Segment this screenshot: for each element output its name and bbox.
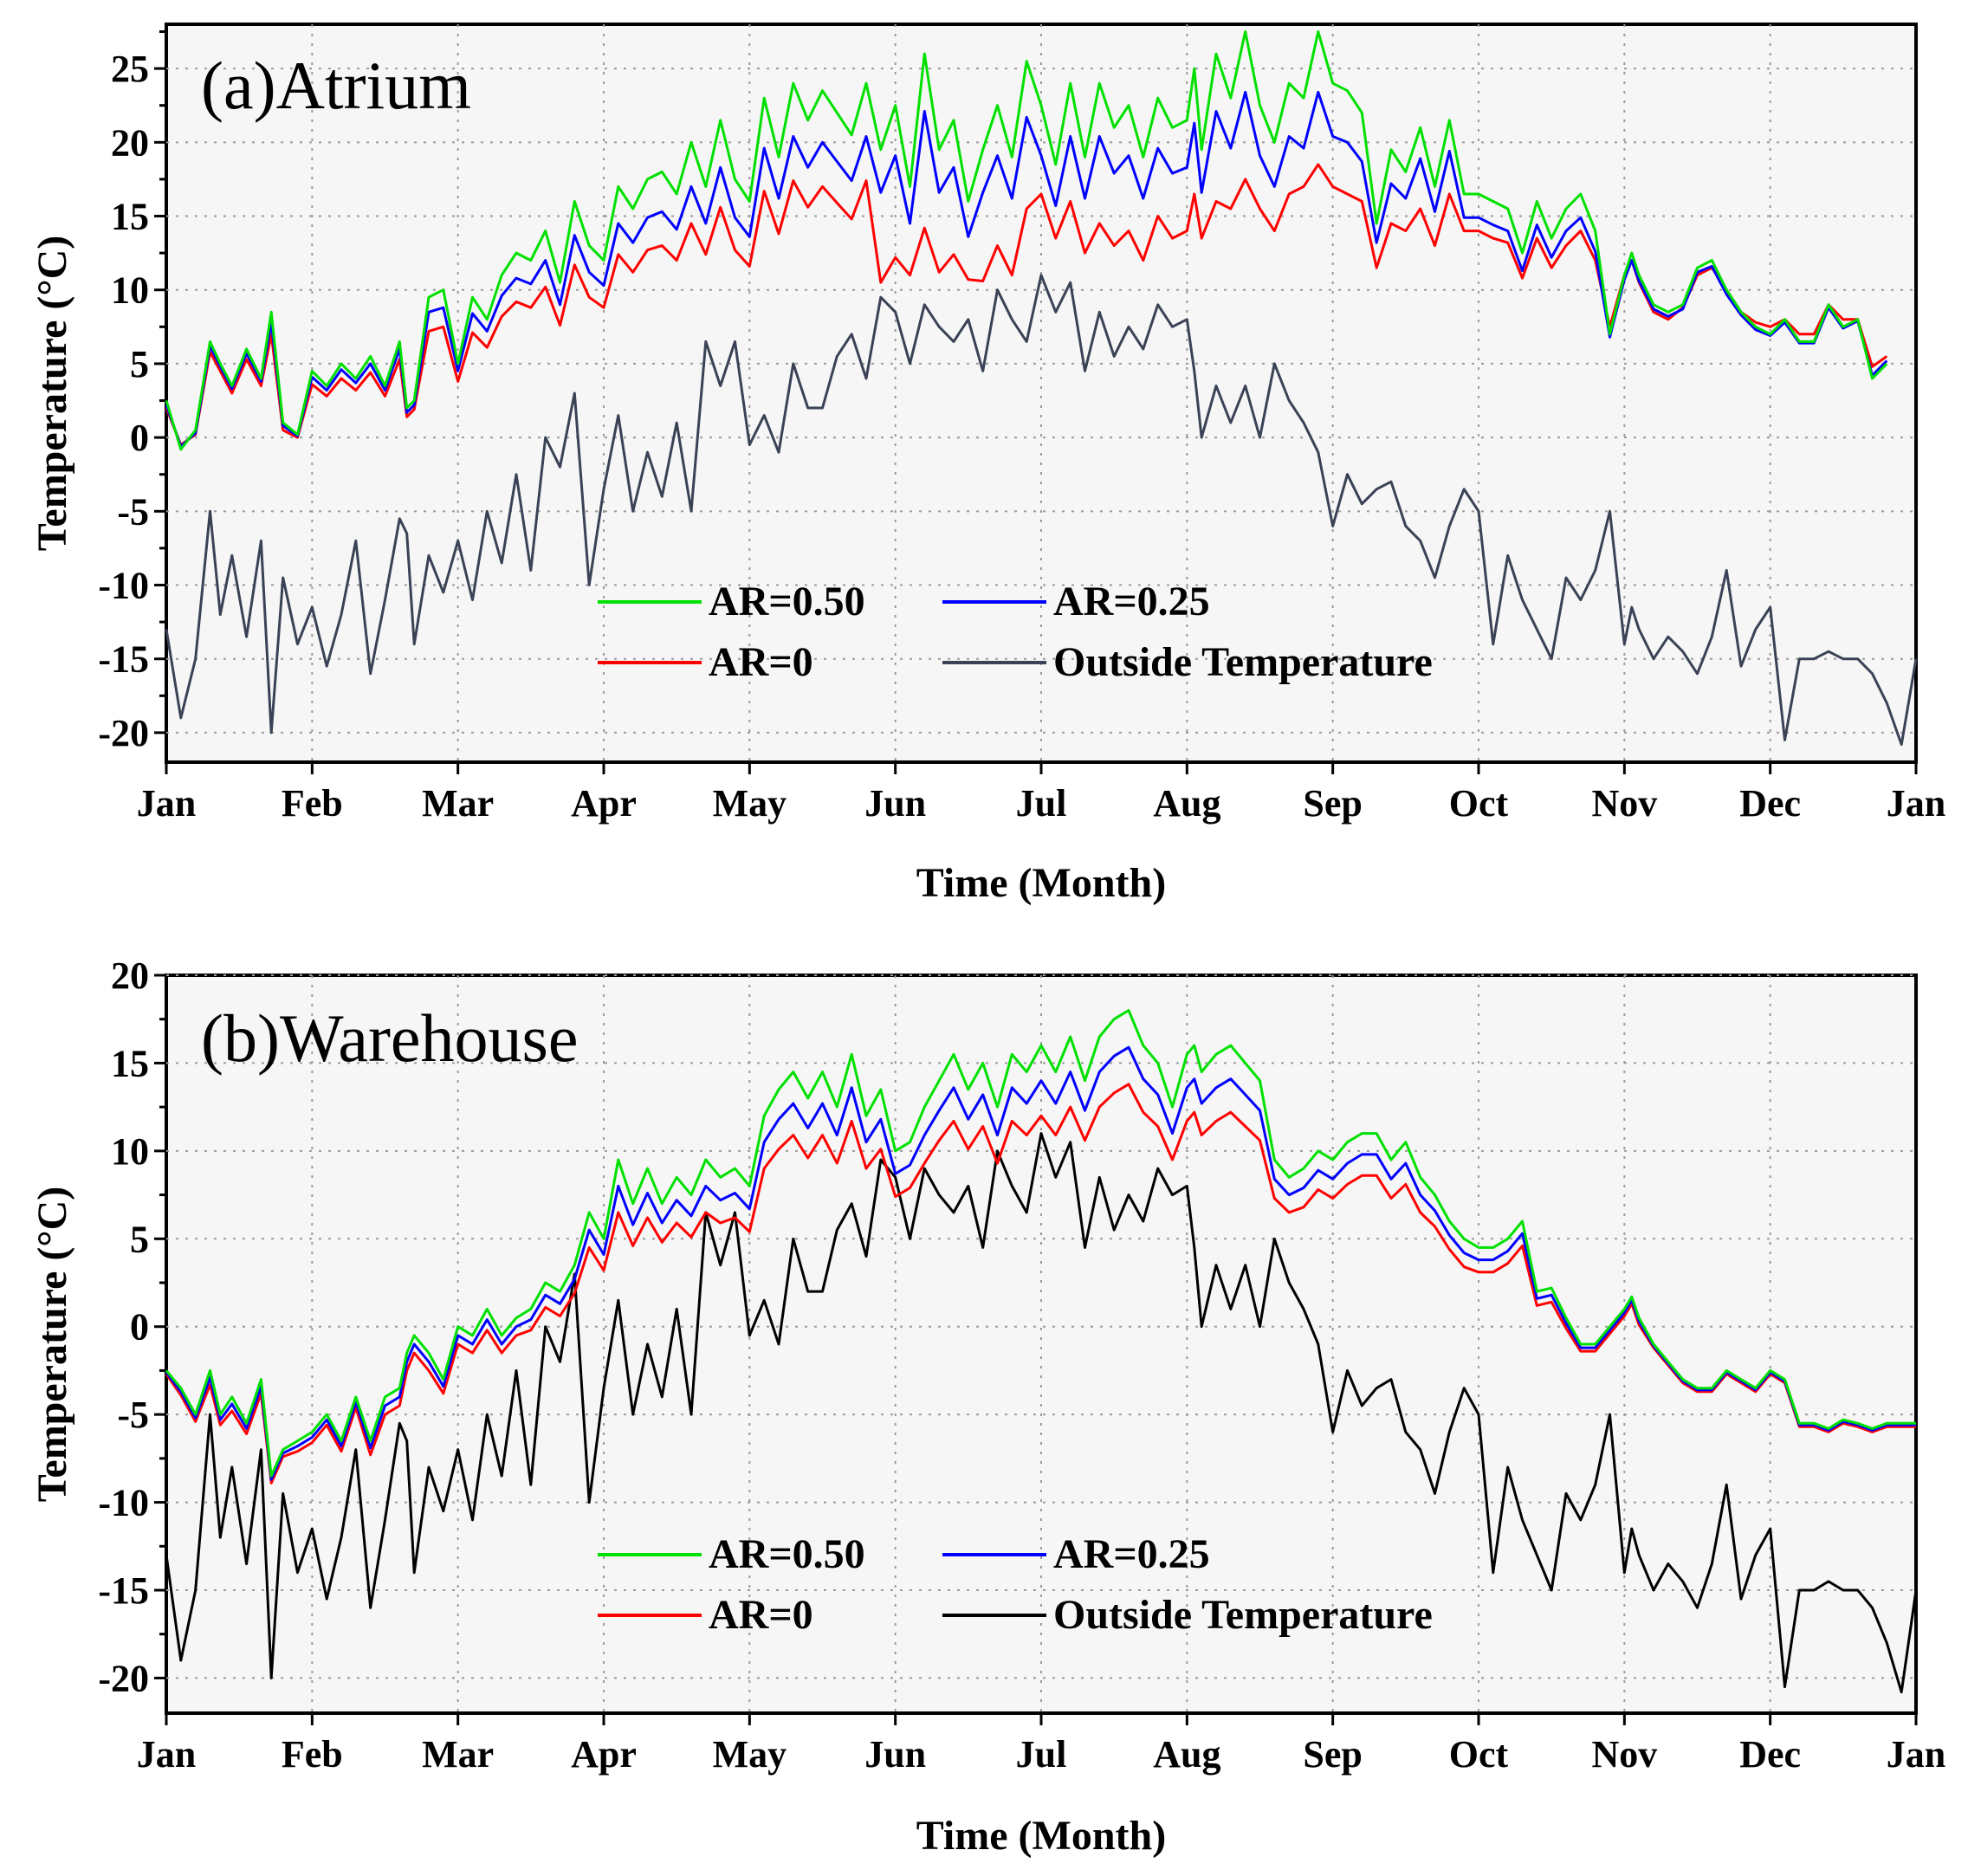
y-axis-title-atrium: Temperature (°C) <box>29 236 75 551</box>
x-tick-label: May <box>713 782 787 825</box>
x-tick-label: Sep <box>1303 782 1362 825</box>
y-tick-label: -15 <box>98 638 149 681</box>
x-axis-title-atrium: Time (Month) <box>916 860 1166 906</box>
y-tick-label: 5 <box>130 1218 149 1260</box>
plot-area-atrium <box>165 23 1918 764</box>
legend-warehouse: AR=0.50 AR=0.25 AR=0 Outside Temperature <box>598 1531 1433 1638</box>
x-tick-label: Jan <box>137 782 196 825</box>
y-tick-label: -10 <box>98 1482 149 1524</box>
y-tick-label: -5 <box>117 1394 149 1436</box>
series-line-outside-temperature <box>165 1132 1918 1694</box>
x-tick-label: Nov <box>1591 1733 1657 1776</box>
y-tick-label: -20 <box>98 712 149 754</box>
series-atrium <box>165 30 1918 747</box>
y-tick-label: -5 <box>117 490 149 533</box>
series-line-ar-0-50 <box>165 30 1888 451</box>
y-tick-label: 20 <box>111 121 149 164</box>
legend-atrium: AR=0.50 AR=0.25 AR=0 Outside Temperature <box>598 579 1433 685</box>
x-tick-label: Jan <box>1887 1733 1945 1776</box>
panel-title-warehouse: (b)Warehouse <box>201 1000 579 1076</box>
legend-label-ar025-atrium: AR=0.25 <box>1053 579 1210 624</box>
y-tick-label: -20 <box>98 1657 149 1699</box>
x-tick-label: Nov <box>1591 782 1657 825</box>
legend-label-ar050-warehouse: AR=0.50 <box>709 1531 865 1577</box>
panel-warehouse: 20 15 10 5 0 -5 -10 -15 -20 Jan Feb Mar Apr May Jun Ju… <box>29 954 1945 1859</box>
x-tick-label: Jun <box>864 782 926 825</box>
x-tick-label: Oct <box>1449 1733 1509 1776</box>
x-tick-label: Oct <box>1449 782 1509 825</box>
y-tick-label: -10 <box>98 565 149 607</box>
x-tick-label: Aug <box>1153 1733 1220 1776</box>
y-tick-label: -15 <box>98 1569 149 1612</box>
y-tick-label: 20 <box>111 954 149 997</box>
x-tick-label: Feb <box>282 782 343 825</box>
y-axis-atrium: 25 20 15 10 5 0 -5 -10 -15 -20 <box>98 30 166 754</box>
legend-label-outside-warehouse: Outside Temperature <box>1053 1592 1433 1638</box>
y-tick-label: 5 <box>130 343 149 385</box>
x-tick-label: Feb <box>282 1733 343 1776</box>
y-tick-label: 10 <box>111 1130 149 1173</box>
series-line-ar-0 <box>165 1083 1916 1485</box>
x-axis-title-warehouse: Time (Month) <box>916 1813 1166 1859</box>
series-line-ar-0-25 <box>165 1045 1916 1481</box>
series-line-outside-temperature <box>165 274 1918 747</box>
y-axis-warehouse: 20 15 10 5 0 -5 -10 -15 -20 <box>98 954 166 1699</box>
series-line-ar-0-50 <box>165 1009 1916 1478</box>
x-tick-label: Apr <box>571 1733 637 1776</box>
x-tick-label: Jul <box>1016 782 1067 825</box>
gridlines-warehouse <box>166 974 1916 1713</box>
y-tick-label: 10 <box>111 269 149 312</box>
panel-atrium: 25 20 15 10 5 0 -5 -10 -15 -20 Jan Feb Mar Apr May Jun… <box>29 23 1945 906</box>
gridlines-atrium <box>166 24 1916 762</box>
x-tick-label: Mar <box>422 1733 494 1776</box>
x-tick-label: Jan <box>137 1733 196 1776</box>
y-axis-title-warehouse: Temperature (°C) <box>29 1187 75 1502</box>
x-tick-label: Jul <box>1016 1733 1067 1776</box>
y-tick-label: 15 <box>111 1042 149 1084</box>
panel-title-atrium: (a)Atrium <box>201 48 471 123</box>
x-tick-label: Dec <box>1739 1733 1801 1776</box>
x-tick-label: Aug <box>1153 782 1220 825</box>
x-tick-label: May <box>713 1733 787 1776</box>
y-tick-label: 15 <box>111 196 149 238</box>
x-tick-label: Sep <box>1303 1733 1362 1776</box>
legend-label-ar0-atrium: AR=0 <box>709 639 813 685</box>
y-tick-label: 0 <box>130 417 149 459</box>
x-tick-label: Apr <box>571 782 637 825</box>
x-tick-label: Dec <box>1739 782 1801 825</box>
legend-label-ar050-atrium: AR=0.50 <box>709 579 865 624</box>
legend-label-outside-atrium: Outside Temperature <box>1053 639 1433 685</box>
y-tick-label: 0 <box>130 1306 149 1349</box>
x-tick-label: Jun <box>864 1733 926 1776</box>
x-axis-atrium: Jan Feb Mar Apr May Jun Jul Aug Sep Oct Nov Dec Jan <box>137 762 1945 825</box>
x-tick-label: Jan <box>1887 782 1945 825</box>
legend-label-ar025-warehouse: AR=0.25 <box>1053 1531 1210 1577</box>
x-tick-label: Mar <box>422 782 494 825</box>
x-axis-warehouse: Jan Feb Mar Apr May Jun Jul Aug Sep Oct Nov Dec Jan <box>137 1713 1945 1776</box>
legend-label-ar0-warehouse: AR=0 <box>709 1592 813 1638</box>
series-warehouse <box>165 1009 1918 1694</box>
y-tick-label: 25 <box>111 48 149 90</box>
